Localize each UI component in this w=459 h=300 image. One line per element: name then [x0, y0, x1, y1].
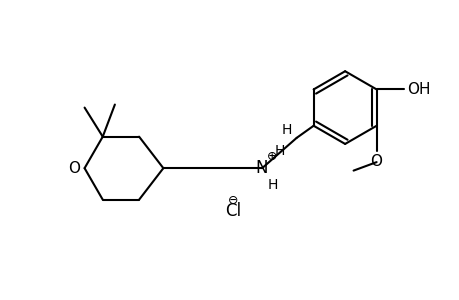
Text: O: O — [67, 161, 79, 176]
Text: H: H — [267, 178, 278, 191]
Text: H: H — [274, 144, 285, 158]
Text: OH: OH — [406, 82, 430, 97]
Text: ⊖: ⊖ — [227, 194, 238, 207]
Text: Cl: Cl — [224, 202, 241, 220]
Text: H: H — [280, 123, 291, 137]
Text: O: O — [370, 154, 382, 169]
Text: ⊕: ⊕ — [267, 150, 277, 163]
Text: N: N — [255, 159, 268, 177]
